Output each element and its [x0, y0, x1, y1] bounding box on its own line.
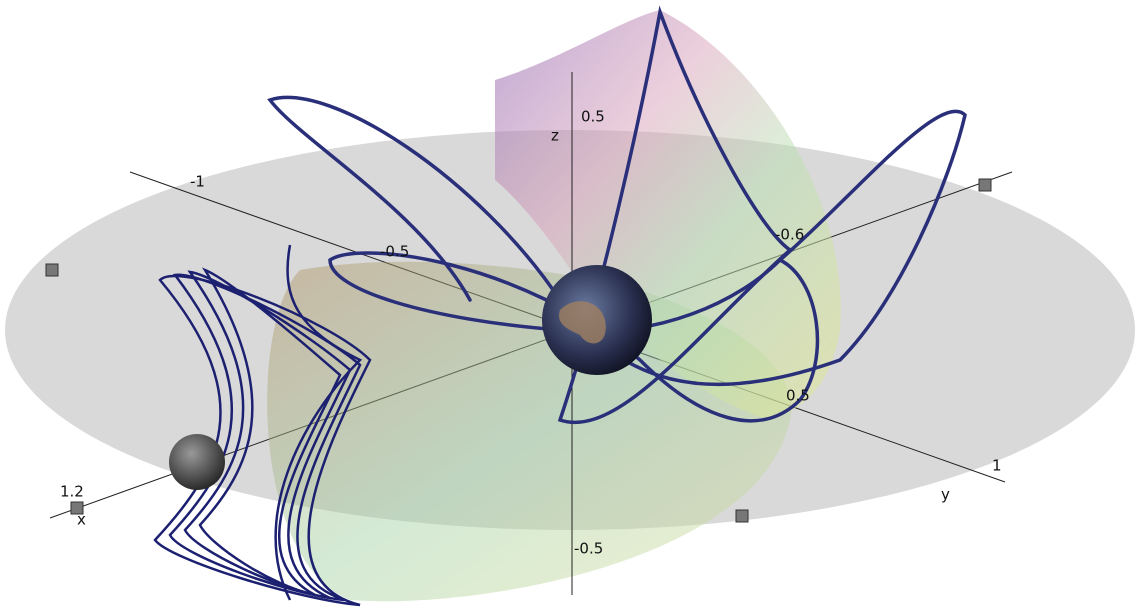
y-tick: -1	[190, 173, 205, 191]
orbit	[267, 95, 967, 423]
x-tick: -0.6	[775, 226, 804, 244]
orbit-2	[557, 5, 793, 424]
y-label: y	[941, 486, 950, 504]
y-tick: 1	[992, 457, 1002, 475]
x-label: x	[77, 511, 86, 529]
y-tick: 0.5	[786, 387, 810, 405]
z-tick: 0.5	[581, 108, 605, 126]
continent	[559, 301, 606, 344]
markers	[45, 178, 992, 523]
z-tick: -0.5	[574, 540, 603, 558]
surface-upper	[495, 10, 841, 420]
z-label: z	[551, 127, 559, 145]
x-tick: 1.2	[60, 483, 84, 501]
moon	[169, 434, 225, 490]
coil	[153, 244, 372, 607]
y-tick: -0.5	[380, 243, 409, 261]
